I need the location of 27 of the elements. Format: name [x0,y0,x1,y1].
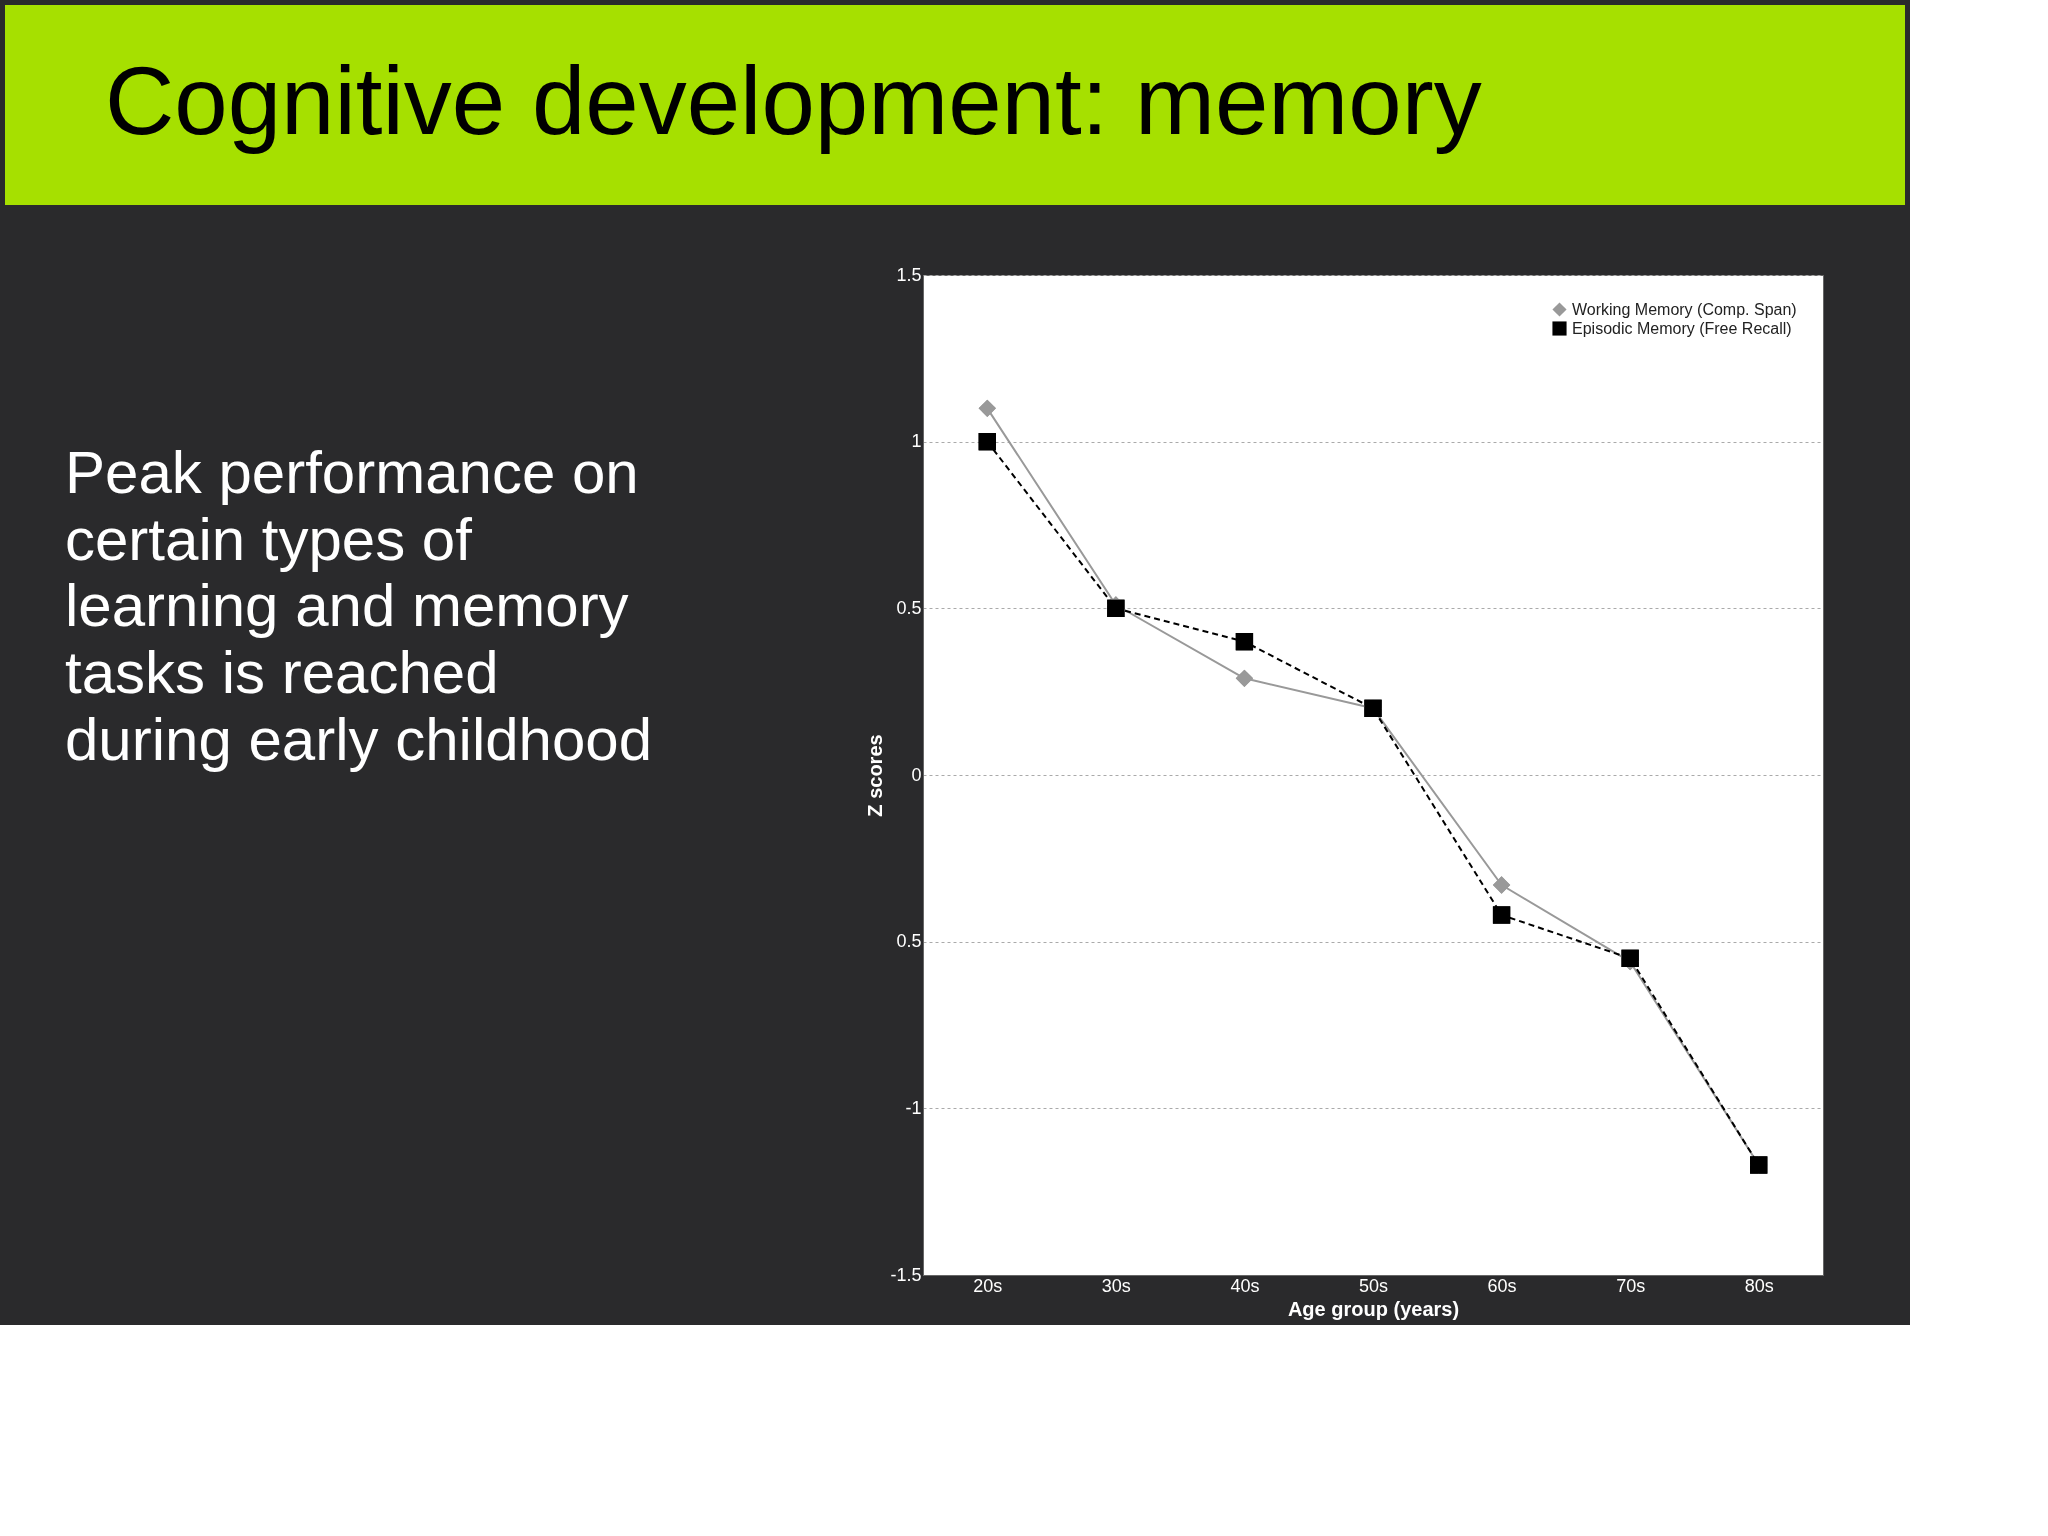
text: Peak performance on certain types of learning and memory tasks is reached during early childhood [65,439,653,773]
point [1235,633,1254,651]
point [1235,669,1254,687]
chart-title: Cognitive development: memory [105,47,1482,154]
y-tick-label: 1.5 [896,264,922,285]
x-tick-label: 80s [1744,1275,1774,1296]
legend-label: Episodic Memory (Free Recall) [1572,319,1792,337]
y-tick-label: 1 [911,431,922,452]
y-axis-title: Z scores [864,734,887,817]
y-tick-label: -1 [905,1097,922,1118]
point [978,433,996,451]
x-tick-label: 60s [1487,1275,1517,1296]
x-tick-label: 70s [1616,1275,1646,1296]
point [1492,906,1511,924]
x-tick-label: 20s [973,1275,1003,1296]
legend-label: Working Memory (Comp. Span) [1572,300,1797,318]
y-tick-label: 0 [911,764,922,785]
y-tick-label: 0.5 [896,597,922,618]
point [1492,876,1511,894]
point [1621,949,1639,967]
point [978,399,996,417]
y-tick-label: 0.5 [896,931,922,952]
x-axis-title: Age group (years) [1287,1297,1460,1320]
x-tick-label: 50s [1358,1275,1389,1296]
x-tick-label: 40s [1230,1275,1260,1296]
x-tick-label: 30s [1101,1275,1131,1296]
y-tick-label: -1.5 [890,1264,922,1285]
